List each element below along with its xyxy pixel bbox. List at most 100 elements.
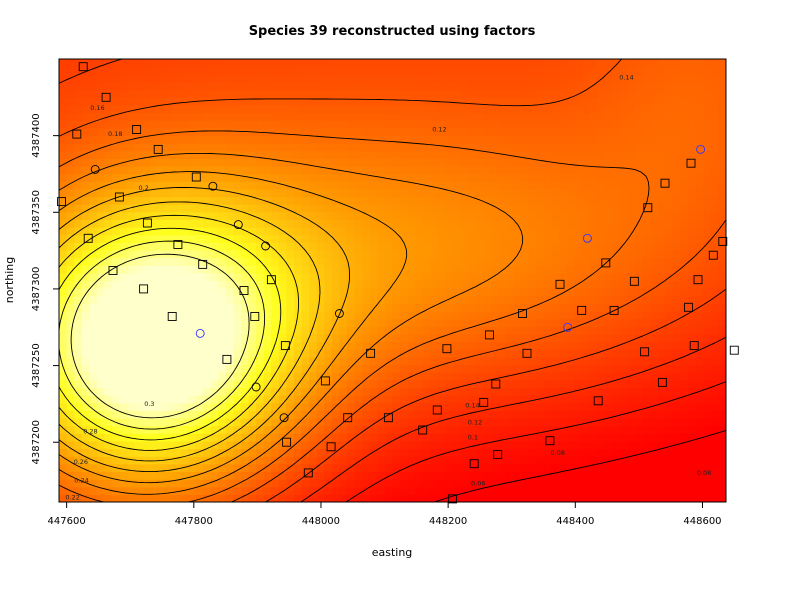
heatmap-cell <box>354 387 363 396</box>
heatmap-cell <box>347 410 356 419</box>
heatmap-cell <box>218 257 227 266</box>
heatmap-cell <box>536 158 545 167</box>
heatmap-cell <box>157 486 166 495</box>
heatmap-cell <box>642 59 651 68</box>
heatmap-cell <box>695 311 704 320</box>
heatmap-cell <box>89 372 98 381</box>
heatmap-cell <box>142 249 151 259</box>
heatmap-cell <box>597 326 606 335</box>
heatmap-cell <box>66 311 75 320</box>
heatmap-cell <box>240 196 250 205</box>
heatmap-cell <box>309 242 318 251</box>
heatmap-cell <box>642 234 651 243</box>
heatmap-cell <box>377 433 386 442</box>
heatmap-cell <box>157 402 166 411</box>
heatmap-cell <box>301 288 310 297</box>
heatmap-cell <box>627 181 636 190</box>
heatmap-cell <box>574 440 583 450</box>
heatmap-cell <box>369 196 378 205</box>
heatmap-cell <box>172 257 181 266</box>
heatmap-cell <box>604 234 613 243</box>
heatmap-cell <box>187 257 197 266</box>
heatmap-cell <box>551 372 560 381</box>
heatmap-cell <box>415 112 424 121</box>
heatmap-cell <box>521 395 530 404</box>
heatmap-cell <box>453 158 462 167</box>
heatmap-cell <box>498 288 507 297</box>
heatmap-cell <box>324 372 333 381</box>
heatmap-cell <box>688 165 697 175</box>
heatmap-cell <box>286 143 295 152</box>
heatmap-cell <box>369 74 378 83</box>
heatmap-cell <box>513 165 522 175</box>
heatmap-cell <box>642 127 651 136</box>
heatmap-cell <box>218 104 227 114</box>
heatmap-cell <box>309 188 318 198</box>
heatmap-cell <box>528 395 538 404</box>
heatmap-cell <box>619 181 629 190</box>
heatmap-cell <box>612 59 621 68</box>
heatmap-cell <box>680 471 689 480</box>
heatmap-cell <box>665 173 674 182</box>
heatmap-cell <box>74 227 83 236</box>
heatmap-cell <box>316 494 325 502</box>
heatmap-cell <box>544 211 553 220</box>
heatmap-cell <box>172 66 181 75</box>
heatmap-cell <box>331 158 341 167</box>
heatmap-cell <box>566 494 576 502</box>
heatmap-cell <box>422 188 431 198</box>
heatmap-cell <box>195 448 204 457</box>
heatmap-cell <box>112 295 121 305</box>
heatmap-cell <box>96 311 106 320</box>
heatmap-cell <box>521 150 530 159</box>
heatmap-cell <box>127 234 136 243</box>
heatmap-cell <box>703 219 712 228</box>
heatmap-cell <box>581 204 591 213</box>
heatmap-cell <box>581 104 591 114</box>
heatmap-cell <box>263 158 272 167</box>
heatmap-cell <box>483 349 492 358</box>
heatmap-cell <box>437 425 447 434</box>
heatmap-cell <box>286 188 295 198</box>
heatmap-cell <box>119 112 128 121</box>
heatmap-cell <box>559 227 568 236</box>
heatmap-cell <box>400 265 409 274</box>
heatmap-cell <box>475 249 485 259</box>
heatmap-cell <box>521 104 530 114</box>
heatmap-cell <box>104 104 113 114</box>
heatmap-cell <box>650 173 659 182</box>
heatmap-cell <box>483 425 492 434</box>
heatmap-cell <box>506 234 515 243</box>
heatmap-cell <box>574 188 583 198</box>
heatmap-cell <box>256 97 265 106</box>
heatmap-cell <box>165 333 174 343</box>
heatmap-cell <box>324 356 333 366</box>
heatmap-cell <box>566 204 576 213</box>
heatmap-cell <box>104 219 113 228</box>
heatmap-cell <box>256 433 265 442</box>
heatmap-cell <box>506 120 515 129</box>
heatmap-cell <box>528 387 538 396</box>
heatmap-cell <box>415 471 424 480</box>
heatmap-cell <box>149 402 159 411</box>
heatmap-cell <box>369 211 378 220</box>
heatmap-cell <box>74 364 83 373</box>
heatmap-cell <box>521 135 530 144</box>
heatmap-cell <box>604 463 613 473</box>
heatmap-cell <box>415 173 424 182</box>
heatmap-cell <box>506 494 515 502</box>
heatmap-cell <box>233 66 242 75</box>
heatmap-cell <box>210 242 219 251</box>
heatmap-cell <box>172 272 181 282</box>
heatmap-cell <box>559 165 568 175</box>
heatmap-cell <box>180 81 189 91</box>
heatmap-cell <box>149 349 159 358</box>
heatmap-cell <box>233 158 242 167</box>
heatmap-cell <box>324 249 333 259</box>
heatmap-cell <box>703 227 712 236</box>
heatmap-cell <box>59 326 68 335</box>
heatmap-cell <box>301 112 310 121</box>
heatmap-cell <box>627 143 636 152</box>
heatmap-cell <box>316 479 325 488</box>
heatmap-cell <box>127 104 136 114</box>
